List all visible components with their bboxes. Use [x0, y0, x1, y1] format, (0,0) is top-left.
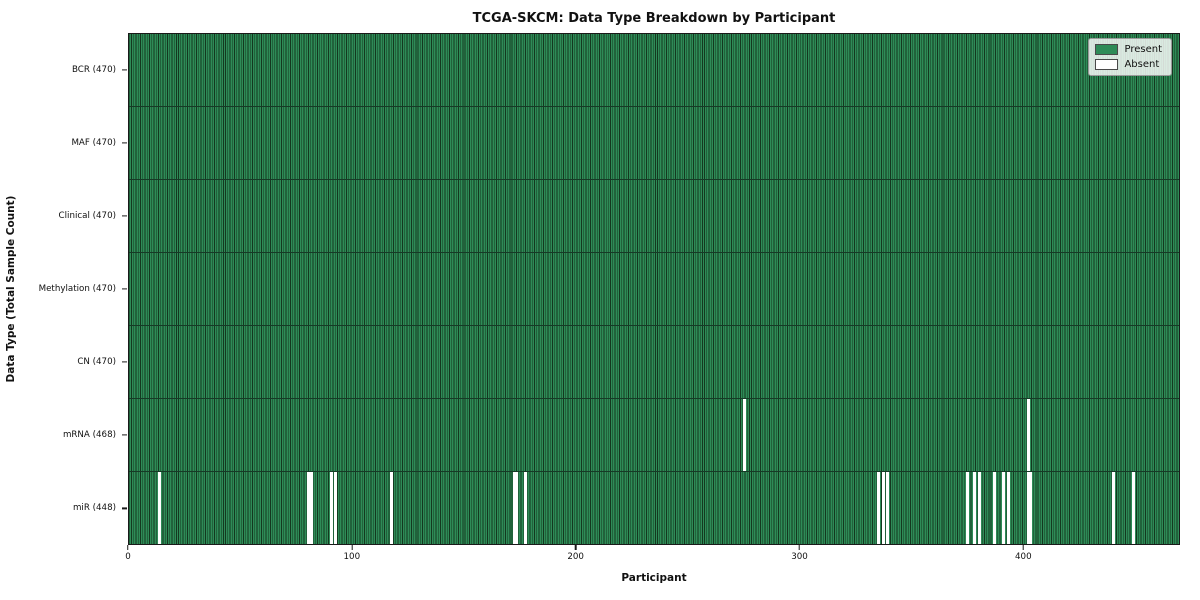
absent-mark: [390, 472, 394, 544]
absent-mark: [334, 472, 338, 544]
legend-label: Absent: [1124, 59, 1160, 70]
xtick-label: 0: [125, 552, 131, 562]
xtick-label: 300: [791, 552, 808, 562]
absent-mark: [1131, 472, 1135, 544]
row-mir: [129, 471, 1179, 544]
absent-mark: [973, 472, 977, 544]
absent-mark: [157, 472, 161, 544]
legend-entry-present: Present: [1095, 44, 1162, 55]
absent-mark: [1111, 472, 1115, 544]
row-bcr: [129, 34, 1179, 106]
absent-mark: [515, 472, 519, 544]
ytick-mark: [122, 142, 127, 144]
xtick-mark: [575, 545, 577, 550]
absent-mark: [966, 472, 970, 544]
xtick-100: 100: [343, 545, 361, 562]
ytick-label-mrna: mRNA (468): [62, 430, 116, 441]
xtick-mark: [351, 545, 353, 550]
row-methylation: [129, 252, 1179, 325]
x-axis-label: Participant: [621, 572, 687, 584]
legend-label: Present: [1124, 44, 1162, 55]
xtick-mark: [798, 545, 801, 550]
xtick-mark: [1022, 545, 1024, 550]
absent-mark: [743, 399, 747, 471]
ytick-mark: [122, 361, 127, 363]
ytick-mark: [122, 215, 127, 217]
legend-entry-absent: Absent: [1095, 59, 1162, 70]
absent-mark: [512, 472, 516, 544]
xtick-400: 400: [1015, 545, 1032, 562]
xtick-0: 0: [125, 545, 131, 562]
row-cn: [129, 325, 1179, 398]
legend: Present Absent: [1088, 38, 1172, 76]
chart-title: TCGA-SKCM: Data Type Breakdown by Partic…: [472, 11, 836, 26]
absent-mark: [329, 472, 333, 544]
absent-mark: [977, 472, 981, 544]
xtick-label: 200: [567, 552, 584, 562]
ytick-label-cn: CN (470): [77, 357, 116, 368]
legend-swatch-present: [1095, 44, 1119, 55]
absent-mark: [1029, 472, 1033, 544]
ytick-label-clinical: Clinical (470): [58, 210, 116, 221]
row-maf: [129, 106, 1179, 179]
absent-mark: [1006, 472, 1010, 544]
ytick-mark: [122, 434, 127, 436]
absent-mark: [886, 472, 890, 544]
absent-mark: [881, 472, 885, 544]
ytick-label-bcr: BCR (470): [71, 64, 116, 75]
ytick-mark: [122, 507, 127, 510]
legend-swatch-absent: [1095, 59, 1119, 70]
ytick-label-maf: MAF (470): [71, 137, 116, 148]
xtick-200: 200: [567, 545, 584, 562]
absent-mark: [309, 472, 313, 544]
xtick-mark: [127, 545, 129, 550]
xtick-300: 300: [791, 545, 808, 562]
absent-mark: [307, 472, 311, 544]
absent-mark: [1002, 472, 1006, 544]
xtick-label: 400: [1015, 552, 1032, 562]
ytick-mark: [122, 68, 127, 71]
row-clinical: [129, 179, 1179, 252]
y-axis-tick-labels: BCR (470) MAF (470) Clinical (470) Methylat…: [0, 33, 128, 545]
ytick-label-methylation: Methylation (470): [38, 284, 116, 294]
xtick-label: 100: [343, 552, 361, 562]
ytick-label-mir: miR (448): [72, 503, 116, 514]
row-mrna: [129, 398, 1179, 471]
absent-mark: [1026, 399, 1030, 471]
absent-mark: [524, 472, 528, 544]
absent-mark: [993, 472, 997, 544]
absent-mark: [1026, 472, 1030, 544]
absent-mark: [877, 472, 881, 544]
ytick-mark: [122, 288, 127, 290]
plot-area: Present Absent: [128, 33, 1180, 545]
x-axis-ticks: 0 100 200 300 400: [125, 545, 1180, 571]
